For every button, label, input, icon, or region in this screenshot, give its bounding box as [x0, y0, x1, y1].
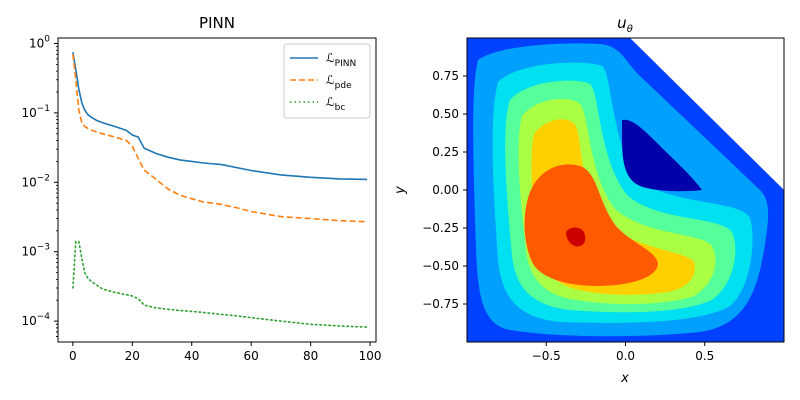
loss-x-tick-label: 40	[184, 349, 199, 363]
u-theta-y-tick-label: 0.50	[432, 107, 459, 121]
u-theta-x-tick-label: −0.5	[532, 349, 561, 363]
loss-y-tick-exponent: −1	[37, 104, 50, 114]
legend-label-sub: bc	[335, 103, 346, 113]
u-theta-y-tick-label: −0.50	[422, 259, 459, 273]
loss-y-tick-base: 10	[21, 314, 36, 328]
u-theta-y-tick-label: 0.75	[432, 69, 459, 83]
u-theta-x-label: x	[620, 371, 629, 386]
loss-y-tick-base: 10	[21, 175, 36, 189]
legend-label-bc: ℒbc	[326, 95, 345, 113]
loss-y-tick-exponent: −2	[37, 173, 50, 183]
u-theta-y-label: y	[393, 186, 408, 195]
loss-y-tick-label: 100	[29, 34, 50, 50]
loss-y-tick-exponent: −4	[37, 312, 51, 322]
contour-low-region	[622, 119, 702, 192]
loss-x-tick-label: 20	[125, 349, 140, 363]
loss-y-tick-label: 10−4	[21, 312, 50, 328]
loss-y-tick-label: 10−3	[21, 243, 50, 259]
u-theta-y-tick-label: −0.75	[422, 297, 459, 311]
loss-x-tick-label: 0	[69, 349, 77, 363]
loss-y-tick-exponent: −3	[37, 243, 50, 253]
loss-y-tick-base: 10	[21, 245, 36, 259]
loss-y-tick-label: 10−2	[21, 173, 50, 189]
u-theta-y-tick-label: 0.00	[432, 183, 459, 197]
legend-box	[283, 43, 371, 119]
u-theta-y-axis: 0.75 0.50 0.25 0.00 −0.25 −0.50 −0.75	[422, 69, 467, 311]
u-theta-x-tick-label: 0.5	[695, 349, 714, 363]
loss-x-tick-label: 80	[303, 349, 318, 363]
u-theta-chart-title: uθ	[617, 14, 633, 35]
contour-level-8	[566, 227, 586, 247]
u-theta-y-tick-label: 0.25	[432, 145, 459, 159]
u-theta-title-main: u	[617, 14, 627, 32]
u-theta-y-tick-label: −0.25	[422, 221, 459, 235]
loss-y-tick-base: 10	[29, 36, 44, 50]
legend-label-sub: pde	[335, 81, 352, 91]
u-theta-chart: uθ −0.5 0.0 0.5 0.75 0.50 0.25 0.00 −0.25 −0.50…	[393, 14, 785, 386]
loss-series-lines	[72, 52, 368, 328]
legend-label-main: ℒ	[326, 51, 335, 65]
loss-y-tick-exponent: 0	[44, 34, 50, 44]
u-theta-title-sub: θ	[627, 24, 633, 35]
loss-y-tick-label: 10−1	[21, 104, 50, 120]
loss-x-tick-label: 60	[244, 349, 259, 363]
legend-label-main: ℒ	[326, 73, 335, 87]
u-theta-x-tick-label: 0.0	[616, 349, 635, 363]
loss-chart-title: PINN	[199, 14, 235, 32]
contour-level-7	[524, 164, 658, 286]
legend-label-sub: PINN	[335, 59, 357, 69]
loss-x-axis: 0 20 40 60 80 100	[69, 342, 382, 363]
contour-field	[467, 38, 784, 342]
loss-x-tick-label: 100	[359, 349, 382, 363]
u-theta-x-axis: −0.5 0.0 0.5	[532, 342, 714, 363]
legend-label-pde: ℒpde	[326, 73, 352, 91]
series-line-pde	[72, 54, 368, 223]
legend-label-pinn: ℒPINN	[326, 51, 356, 69]
loss-y-tick-base: 10	[21, 106, 36, 120]
series-line-pinn	[72, 52, 368, 181]
series-line-bc	[72, 240, 368, 328]
legend-label-main: ℒ	[326, 95, 335, 109]
